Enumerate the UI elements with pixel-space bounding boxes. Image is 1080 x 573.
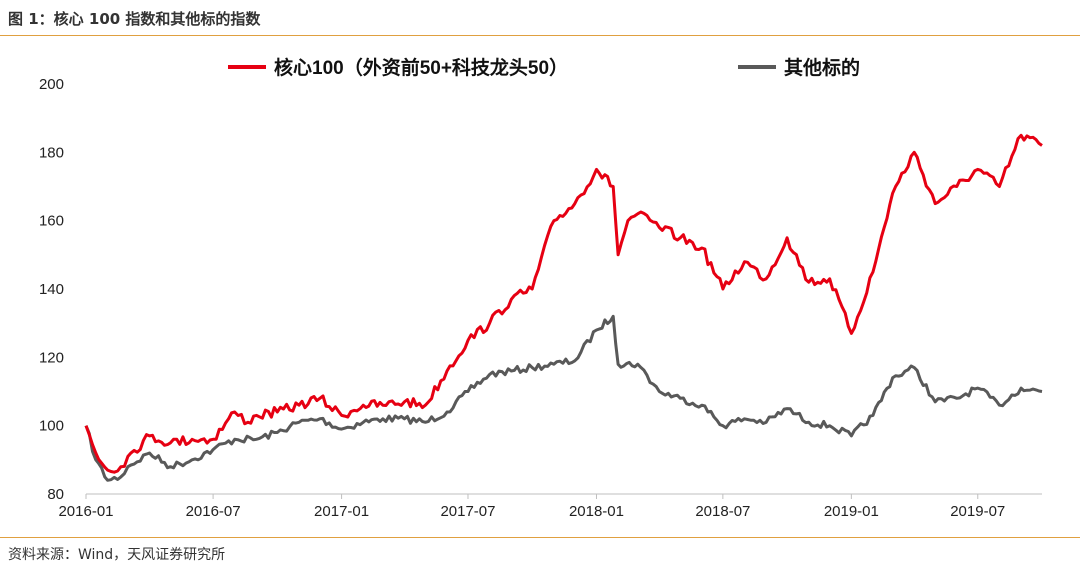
x-tick-label: 2018-07: [695, 503, 750, 520]
y-tick-label: 160: [39, 213, 64, 230]
legend-item: 其他标的: [738, 56, 860, 79]
plot-area: [84, 133, 1043, 482]
x-tick-label: 2016-01: [58, 503, 113, 520]
bottom-divider: [0, 537, 1080, 538]
legend-item: 核心100（外资前50+科技龙头50）: [228, 56, 568, 79]
x-tick-label: 2018-01: [569, 503, 624, 520]
chart-legend: 核心100（外资前50+科技龙头50） 其他标的: [228, 56, 860, 79]
series-line: [84, 133, 1043, 474]
x-tick-label: 2019-01: [824, 503, 879, 520]
x-tick-label: 2016-07: [186, 503, 241, 520]
index-line-chart: 核心100（外资前50+科技龙头50） 其他标的 80 100 120 140 160 18…: [39, 56, 1043, 520]
x-tick-label: 2017-07: [440, 503, 495, 520]
y-axis: 80 100 120 140 160 180 200: [39, 76, 64, 503]
top-divider: [0, 35, 1080, 36]
legend-label: 其他标的: [784, 56, 860, 79]
y-tick-label: 180: [39, 144, 64, 161]
y-tick-label: 200: [39, 76, 64, 93]
x-tick-label: 2017-01: [314, 503, 369, 520]
y-tick-label: 120: [39, 349, 64, 366]
figure-title: 图 1：核心 100 指数和其他标的指数: [8, 10, 261, 28]
series-line: [84, 314, 1043, 482]
legend-label: 核心100（外资前50+科技龙头50）: [274, 56, 568, 79]
source-note: 资料来源：Wind，天风证券研究所: [8, 547, 226, 563]
y-tick-label: 100: [39, 418, 64, 435]
x-tick-label: 2019-07: [950, 503, 1005, 520]
y-tick-label: 80: [47, 486, 64, 503]
x-axis: 2016-01 2016-07 2017-01 2017-07 2018-01 2018-…: [58, 493, 1042, 520]
y-tick-label: 140: [39, 281, 64, 298]
